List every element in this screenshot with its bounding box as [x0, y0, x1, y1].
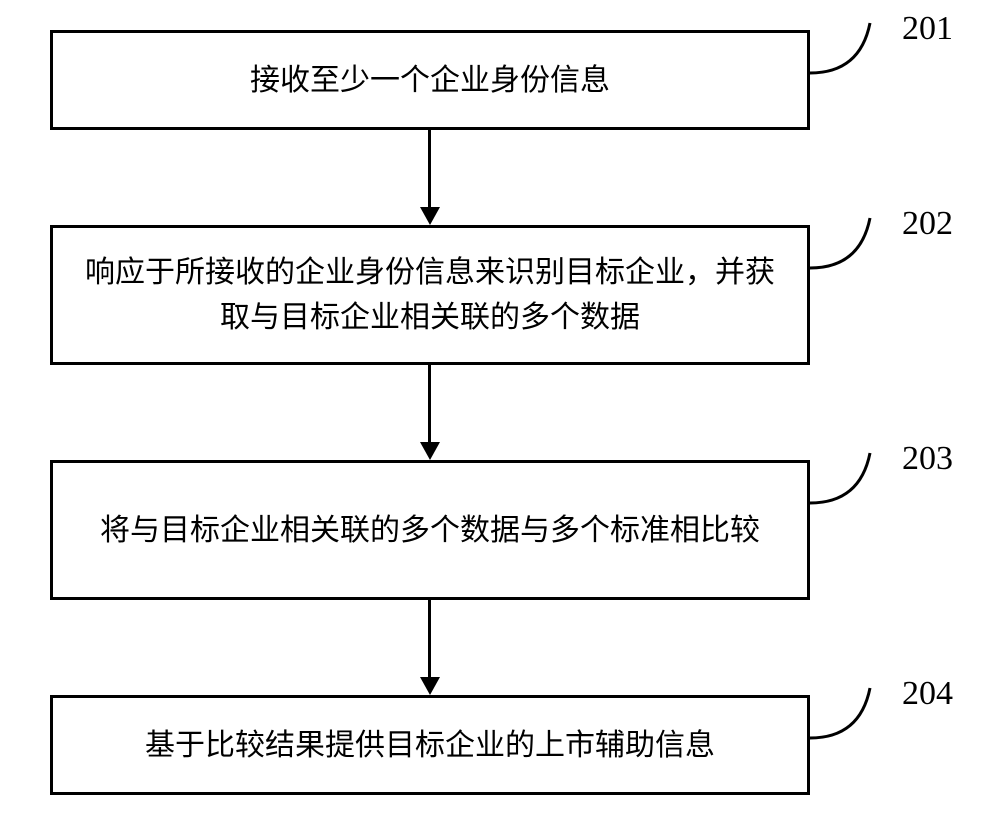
flow-label-201: 201	[902, 10, 953, 48]
flow-node-204: 基于比较结果提供目标企业的上市辅助信息	[50, 695, 810, 795]
flow-label-204: 204	[902, 675, 953, 713]
connector-202	[810, 213, 900, 273]
flow-node-203: 将与目标企业相关联的多个数据与多个标准相比较	[50, 460, 810, 600]
flow-arrow-line	[428, 365, 431, 442]
flow-label-203: 203	[902, 440, 953, 478]
flow-node-201: 接收至少一个企业身份信息	[50, 30, 810, 130]
connector-204	[810, 683, 900, 743]
flow-arrow-head	[420, 207, 440, 225]
flow-arrow-head	[420, 677, 440, 695]
flow-node-text: 基于比较结果提供目标企业的上市辅助信息	[145, 723, 715, 768]
flow-node-text: 接收至少一个企业身份信息	[250, 58, 610, 103]
flow-arrow-head	[420, 442, 440, 460]
flow-arrow-line	[428, 600, 431, 677]
connector-203	[810, 448, 900, 508]
flow-arrow-line	[428, 130, 431, 207]
flow-node-text: 将与目标企业相关联的多个数据与多个标准相比较	[100, 508, 760, 553]
flow-label-202: 202	[902, 205, 953, 243]
connector-201	[810, 18, 900, 78]
flow-node-text: 响应于所接收的企业身份信息来识别目标企业，并获取与目标企业相关联的多个数据	[83, 250, 777, 340]
flow-node-202: 响应于所接收的企业身份信息来识别目标企业，并获取与目标企业相关联的多个数据	[50, 225, 810, 365]
